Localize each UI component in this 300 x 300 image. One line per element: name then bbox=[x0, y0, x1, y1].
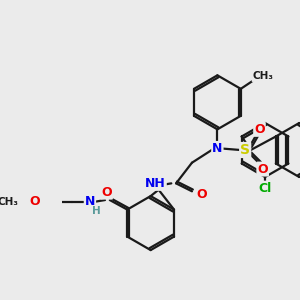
Text: O: O bbox=[30, 195, 40, 208]
Text: H: H bbox=[92, 206, 101, 216]
Text: CH₃: CH₃ bbox=[0, 196, 19, 207]
Text: O: O bbox=[254, 123, 265, 136]
Text: CH₃: CH₃ bbox=[253, 71, 274, 81]
Text: Cl: Cl bbox=[258, 182, 272, 195]
Text: O: O bbox=[196, 188, 207, 201]
Text: NH: NH bbox=[145, 177, 166, 190]
Text: N: N bbox=[212, 142, 223, 155]
Text: O: O bbox=[101, 186, 112, 199]
Text: O: O bbox=[257, 163, 268, 176]
Text: N: N bbox=[85, 195, 95, 208]
Text: S: S bbox=[240, 143, 250, 157]
